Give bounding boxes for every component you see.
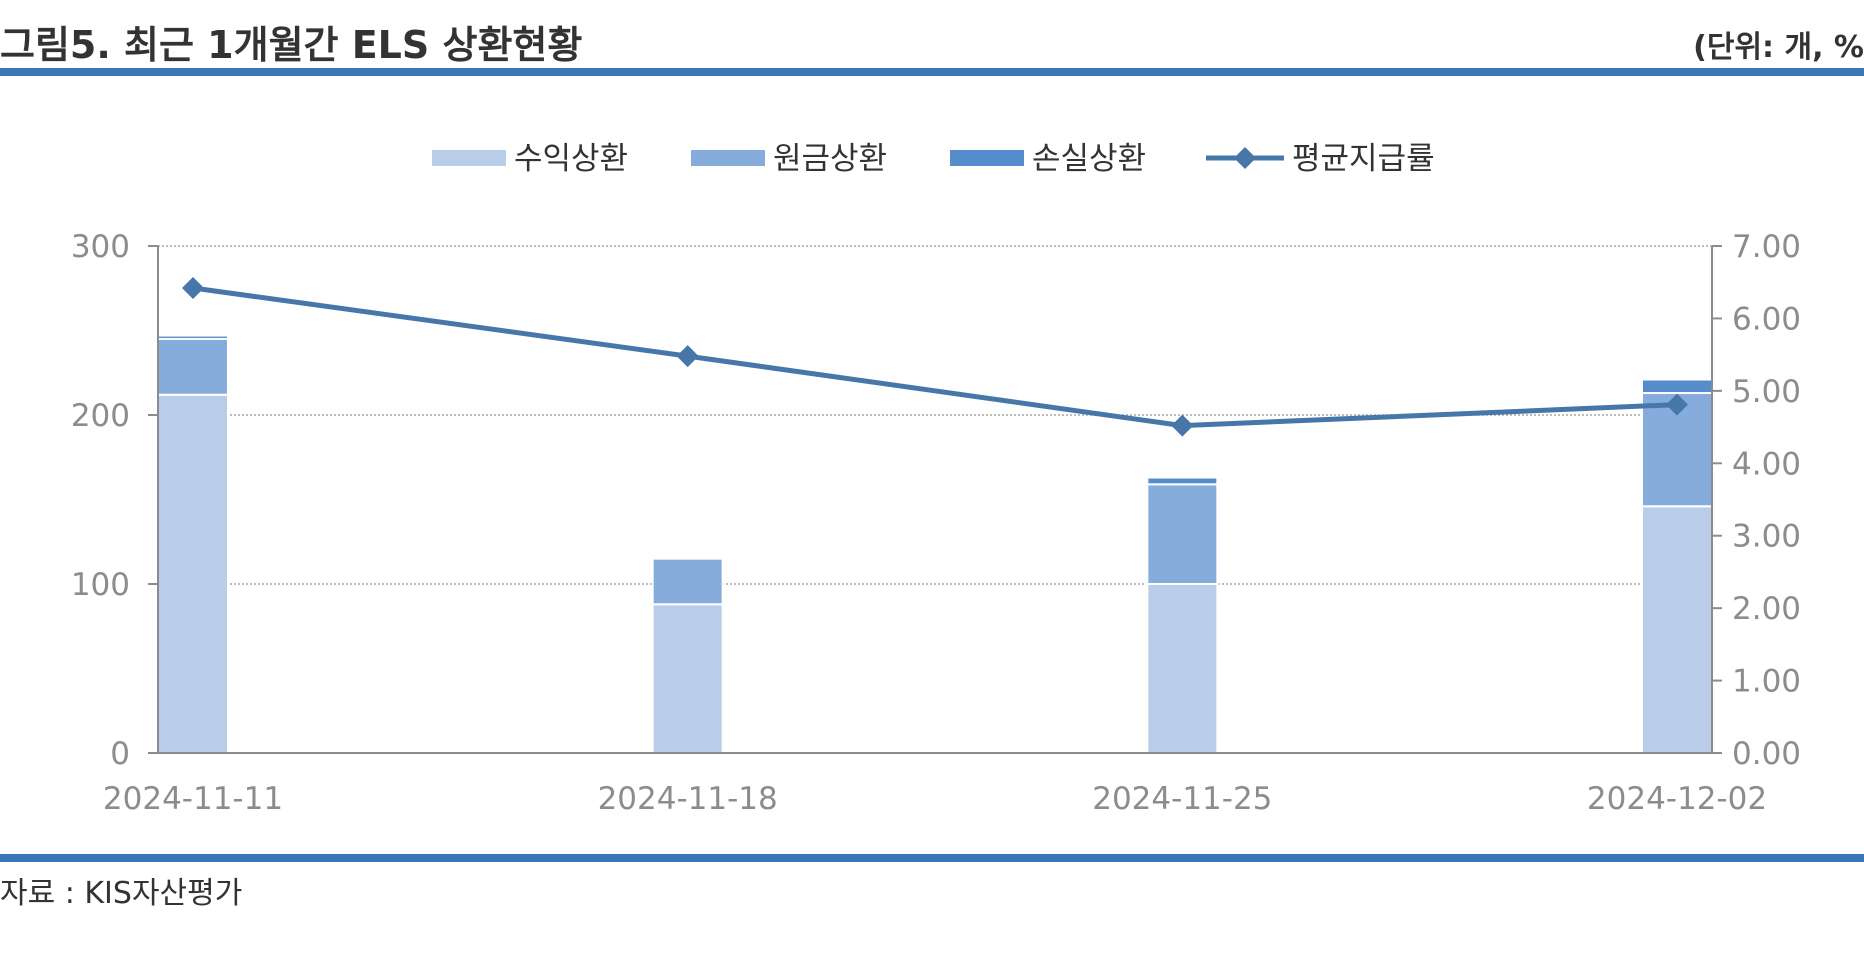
left-tick-label: 300 [71,229,130,265]
bar-loss-2024-12-02 [1641,378,1713,395]
legend-label: 수익상환 [514,141,628,177]
legend-label: 손실상환 [1032,141,1146,177]
x-tick-label: 2024-12-02 [1587,781,1767,817]
bar-principal-2024-11-18 [651,557,724,606]
chart-title: 그림5. 최근 1개월간 ELS 상환현황 [0,23,583,67]
bar-principal-2024-11-11 [157,337,229,396]
bar-profit-2024-11-18 [651,603,724,754]
x-tick-label: 2024-11-11 [103,781,283,817]
right-tick-label: 6.00 [1732,301,1801,337]
x-tick-label: 2024-11-18 [598,781,778,817]
redemption-chart: 0 100 200 300 0.00 1.00 2.00 3.00 4.00 5.00 6.00 7.… [71,141,1801,817]
left-tick-label: 0 [110,736,130,772]
right-tick-label: 2.00 [1732,591,1801,627]
left-tick-label: 100 [71,567,130,603]
bottom-rule [0,854,1864,862]
legend-swatch [691,150,765,166]
legend-swatch [432,150,506,166]
source-note: 자료 : KIS자산평가 [0,876,243,911]
avg-payout-marker-2024-11-25 [1171,414,1194,437]
avg-payout-marker-2024-11-18 [676,345,699,368]
bar-loss-2024-11-11 [157,334,229,340]
avg-payout-line [192,285,1678,429]
right-tick-label: 1.00 [1732,664,1801,700]
right-tick-label: 4.00 [1732,446,1801,482]
bar-profit-2024-11-25 [1146,583,1219,754]
legend-swatch [950,150,1024,166]
avg-payout-line-group [182,277,1688,437]
unit-label: (단위: 개, % [1693,30,1864,65]
legend-label: 평균지급률 [1292,141,1435,177]
top-rule [0,68,1864,76]
avg-payout-marker-2024-12-02 [1666,393,1688,416]
gridlines [158,245,1712,585]
axes [148,245,1722,754]
x-tick-label: 2024-11-25 [1092,781,1272,817]
right-tick-label: 5.00 [1732,374,1801,410]
avg-payout-marker-2024-11-11 [182,277,204,300]
legend-label: 원금상환 [773,141,887,177]
right-tick-label: 7.00 [1732,229,1801,265]
legend: 수익상환 원금상환 손실상환 평균지급률 [432,141,1435,177]
left-tick-label: 200 [71,398,130,434]
right-tick-label: 0.00 [1732,736,1801,772]
bar-profit-2024-12-02 [1641,505,1713,755]
tick-labels: 0 100 200 300 0.00 1.00 2.00 3.00 4.00 5.00 6.00 7.… [71,229,1801,817]
bar-loss-2024-11-25 [1146,476,1219,486]
bar-profit-2024-11-11 [157,393,229,754]
right-tick-label: 3.00 [1732,519,1801,555]
bars [157,334,1713,755]
legend-marker [1234,147,1256,169]
bar-principal-2024-11-25 [1146,483,1219,586]
